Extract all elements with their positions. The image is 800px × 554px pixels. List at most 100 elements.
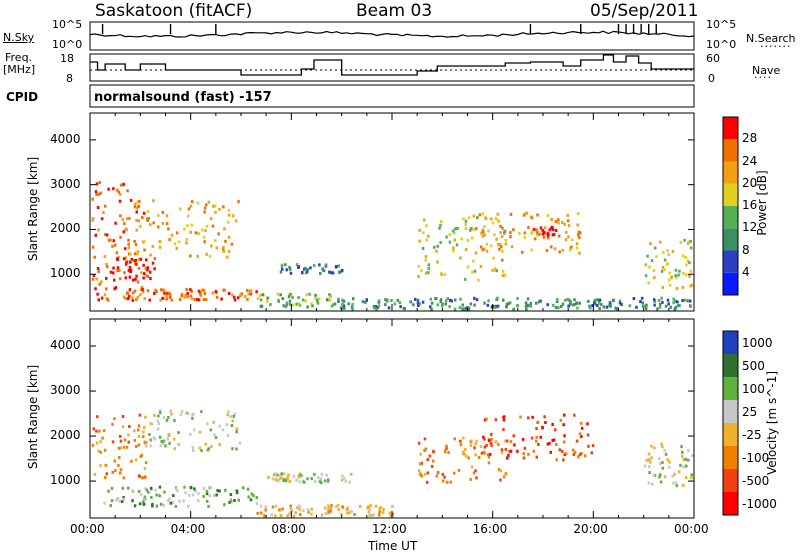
velocity-cell bbox=[475, 476, 478, 480]
velocity-cell bbox=[165, 418, 169, 422]
velocity-data bbox=[91, 409, 694, 518]
velocity-cell bbox=[390, 504, 394, 508]
power-cell bbox=[266, 296, 269, 300]
power-cell bbox=[653, 276, 656, 280]
velocity-cell bbox=[432, 450, 435, 453]
power-cell bbox=[608, 300, 612, 304]
power-cell bbox=[97, 228, 100, 232]
power-cell bbox=[109, 270, 113, 274]
power-cell bbox=[127, 294, 131, 298]
power-cell bbox=[202, 235, 206, 239]
power-cell bbox=[398, 301, 401, 305]
power-cell bbox=[685, 263, 688, 267]
power-cell bbox=[659, 302, 662, 306]
power-cell bbox=[557, 234, 561, 238]
power-cell bbox=[265, 300, 269, 303]
power-cell bbox=[139, 257, 143, 261]
power-cell bbox=[141, 240, 145, 244]
velocity-cell bbox=[157, 427, 160, 431]
velocity-cell bbox=[134, 458, 138, 462]
power-cell bbox=[103, 293, 107, 297]
colorbar-segment bbox=[723, 377, 738, 400]
velocity-cell bbox=[374, 504, 378, 508]
power-cell bbox=[112, 187, 115, 191]
velocity-panel bbox=[89, 318, 695, 519]
velocity-cell bbox=[144, 415, 147, 419]
power-cell bbox=[424, 255, 428, 259]
power-cell bbox=[474, 251, 478, 255]
power-cell bbox=[578, 251, 581, 255]
power-cell bbox=[564, 298, 567, 302]
power-cell bbox=[170, 298, 173, 302]
power-cbar-tick: 24 bbox=[742, 153, 758, 168]
power-cell bbox=[330, 271, 334, 275]
power-cell bbox=[481, 228, 485, 232]
power-cell bbox=[550, 218, 553, 221]
power-cell bbox=[644, 307, 648, 311]
power-cell bbox=[127, 268, 131, 272]
velocity-cell bbox=[675, 484, 678, 488]
x-tick-label: 08:00 bbox=[271, 522, 306, 536]
power-cell bbox=[166, 292, 169, 296]
velocity-cell bbox=[318, 480, 322, 484]
power-cell bbox=[184, 293, 187, 297]
power-cell bbox=[501, 269, 505, 273]
power-cell bbox=[456, 227, 459, 230]
y-tick-label: 2000 bbox=[50, 428, 81, 443]
power-cell bbox=[105, 297, 109, 301]
station-title: Saskatoon (fitACF) bbox=[95, 1, 253, 21]
velocity-cell bbox=[467, 456, 470, 460]
velocity-cell bbox=[552, 438, 556, 442]
power-cell bbox=[115, 257, 119, 261]
power-cell bbox=[133, 239, 136, 243]
velocity-cell bbox=[541, 425, 544, 429]
power-cell bbox=[147, 216, 150, 220]
power-cell bbox=[663, 258, 667, 262]
power-cell bbox=[464, 227, 468, 230]
power-cell bbox=[508, 301, 512, 305]
power-cell bbox=[677, 304, 680, 307]
velocity-cell bbox=[270, 513, 273, 517]
velocity-cell bbox=[490, 437, 493, 441]
velocity-cell bbox=[684, 457, 688, 461]
power-cell bbox=[448, 240, 452, 244]
power-cell bbox=[469, 302, 473, 306]
power-cell bbox=[328, 298, 332, 302]
velocity-cell bbox=[235, 489, 239, 493]
velocity-cell bbox=[127, 486, 130, 490]
velocity-cell bbox=[504, 439, 507, 443]
velocity-cell bbox=[123, 438, 127, 442]
power-cell bbox=[123, 271, 126, 275]
x-tick-label: 16:00 bbox=[472, 522, 508, 536]
velocity-cell bbox=[558, 448, 561, 452]
velocity-cell bbox=[381, 511, 385, 514]
power-cell bbox=[492, 256, 495, 260]
power-cell bbox=[560, 304, 563, 308]
velocity-cell bbox=[682, 465, 685, 469]
velocity-cell bbox=[125, 445, 129, 449]
velocity-cell bbox=[289, 504, 292, 508]
velocity-cell bbox=[527, 452, 530, 456]
power-cell bbox=[567, 304, 570, 308]
velocity-cbar-label: Velocity [m s^-1] bbox=[765, 370, 779, 476]
power-cell bbox=[448, 298, 452, 302]
velocity-cell bbox=[334, 505, 338, 509]
power-cell bbox=[347, 302, 350, 306]
velocity-cell bbox=[167, 499, 170, 503]
power-cell bbox=[546, 236, 550, 240]
velocity-cell bbox=[231, 419, 234, 423]
power-cell bbox=[577, 212, 580, 215]
power-cell bbox=[131, 298, 135, 302]
velocity-cell bbox=[145, 444, 148, 448]
power-cell bbox=[211, 291, 215, 295]
velocity-cell bbox=[226, 434, 230, 438]
power-cell bbox=[593, 301, 596, 304]
power-cell bbox=[568, 302, 572, 306]
velocity-cell bbox=[531, 415, 534, 419]
velocity-cell bbox=[508, 450, 511, 453]
power-cell bbox=[478, 213, 481, 217]
power-cell bbox=[683, 238, 686, 242]
velocity-cell bbox=[327, 479, 330, 483]
freq-unit: [MHz] bbox=[3, 63, 36, 76]
power-cell bbox=[541, 232, 545, 236]
